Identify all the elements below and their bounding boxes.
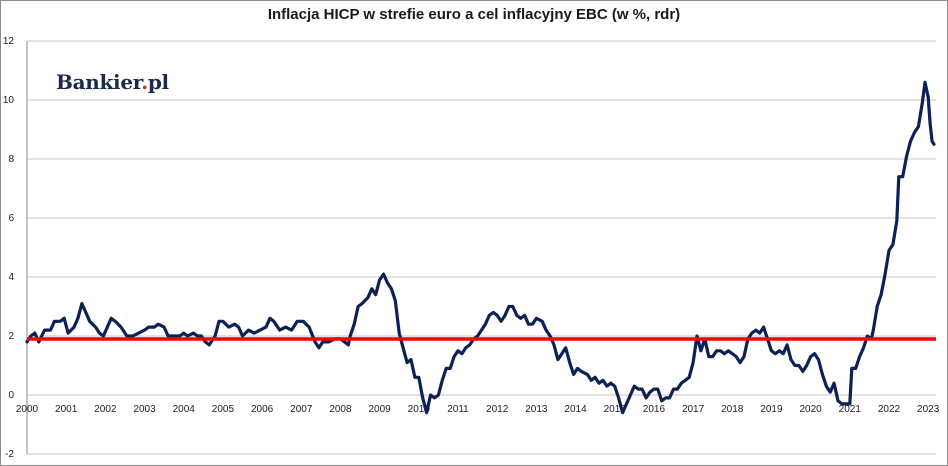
bankier-logo: Bankier.pl: [56, 70, 169, 94]
y-axis-ticks: -2 0 2 4 6 8 10 12: [3, 36, 15, 460]
x-tick-label: 2003: [133, 404, 156, 415]
x-tick-label: 2010: [408, 404, 431, 415]
y-tick-label: 12: [3, 36, 15, 47]
x-tick-label: 2016: [643, 404, 666, 415]
x-axis-ticks: 2000 2001 2002 2003 2004 2005 2006 2007 2008 2009…: [16, 404, 940, 415]
x-tick-label: 2023: [917, 404, 940, 415]
gridlines: [26, 40, 936, 455]
x-tick-label: 2011: [447, 404, 469, 415]
y-tick-label: 2: [8, 331, 14, 342]
x-tick-label: 2019: [760, 404, 783, 415]
x-tick-label: 2015: [604, 404, 627, 415]
x-tick-label: 2007: [290, 404, 313, 415]
y-tick-label: 10: [3, 95, 15, 106]
x-tick-label: 2014: [564, 404, 587, 415]
y-tick-label: 8: [8, 154, 14, 165]
hicp-series-line: [25, 80, 936, 415]
x-tick-label: 2004: [173, 404, 196, 415]
y-tick-label: -2: [5, 449, 14, 460]
y-tick-label: 0: [8, 390, 14, 401]
x-tick-label: 2002: [94, 404, 117, 415]
x-tick-label: 2001: [55, 404, 78, 415]
x-tick-label: 2008: [329, 404, 352, 415]
x-tick-label: 2006: [251, 404, 274, 415]
x-tick-label: 2012: [486, 404, 509, 415]
x-tick-label: 2020: [799, 404, 822, 415]
x-tick-label: 2022: [878, 404, 901, 415]
series-layer: [25, 80, 936, 415]
x-tick-label: 2009: [369, 404, 392, 415]
x-tick-label: 2017: [682, 404, 705, 415]
x-tick-label: 2018: [721, 404, 744, 415]
x-tick-label: 2013: [525, 404, 548, 415]
chart-title: Inflacja HICP w strefie euro a cel infla…: [267, 6, 681, 23]
y-tick-label: 6: [8, 213, 14, 224]
x-tick-label: 2021: [839, 404, 862, 415]
x-tick-label: 2005: [212, 404, 235, 415]
y-tick-label: 4: [8, 272, 14, 283]
x-tick-label: 2000: [16, 404, 39, 415]
